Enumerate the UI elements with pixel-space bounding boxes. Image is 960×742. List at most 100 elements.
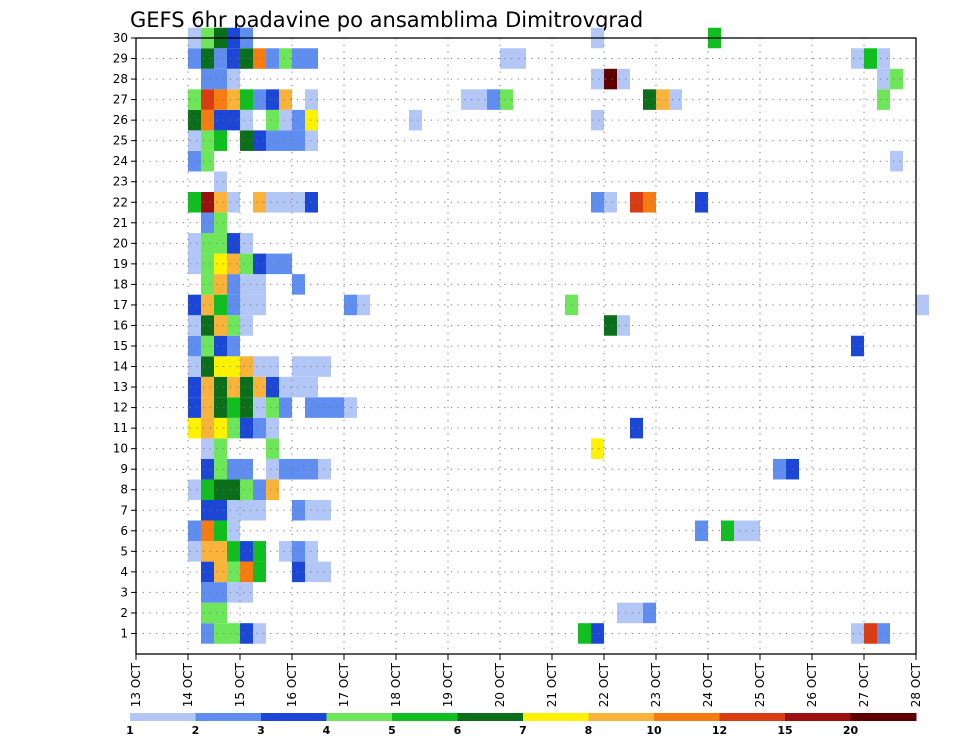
colorbar-swatch [785,713,851,721]
precip-cell-member-27 [214,89,227,110]
precip-cell-member-16 [604,315,617,336]
x-tick-label: 17 OCT [337,662,351,707]
precip-cell-member-19 [227,253,240,275]
y-tick-label: 24 [113,154,128,168]
precip-cell-member-5 [305,541,318,562]
precip-cell-member-24 [201,150,214,172]
precip-cell-member-22 [266,192,279,213]
precip-cell-member-29 [279,48,292,69]
precip-cell-member-2 [214,602,227,624]
precip-cell-member-22 [214,192,227,213]
colorbar-label: 12 [712,724,727,737]
precip-cell-member-28 [604,68,617,90]
precip-cell-member-22 [279,192,292,213]
precip-cell-member-27 [461,89,474,110]
precip-cell-member-20 [201,233,214,254]
precip-cell-member-21 [201,212,214,234]
y-tick-label: 30 [113,31,128,45]
precip-cell-member-7 [292,500,305,521]
precip-cell-member-11 [227,417,240,439]
precip-cell-member-8 [214,479,227,500]
precip-cell-member-10 [201,438,214,459]
precip-cell-member-29 [253,48,266,69]
precip-cell-member-11 [214,417,227,439]
x-tick-label: 28 OCT [909,662,923,707]
precip-cell-member-26 [188,109,201,131]
y-tick-label: 2 [120,606,128,620]
precip-cell-member-4 [240,561,253,583]
precip-cell-member-14 [240,356,253,377]
y-tick-label: 7 [120,503,128,517]
precip-cell-member-12 [201,397,214,418]
precip-cell-member-9 [292,458,305,480]
precip-cell-member-7 [214,500,227,521]
precip-cell-member-6 [227,520,240,542]
precip-cell-member-1 [253,623,266,644]
y-tick-label: 29 [113,52,128,66]
precip-cell-member-25 [240,130,253,151]
colorbar-swatch [130,713,196,721]
precip-cell-member-26 [305,109,318,131]
precip-cell-member-22 [643,192,656,213]
precip-cell-member-14 [214,356,227,377]
precip-cell-member-8 [240,479,253,500]
precip-cell-member-26 [266,109,279,131]
precip-cell-member-22 [201,192,214,213]
x-tick-label: 23 OCT [649,662,663,707]
precip-cell-member-14 [305,356,318,377]
precip-cell-member-26 [279,109,292,131]
precip-cell-member-27 [188,89,201,110]
precip-cell-member-26 [214,109,227,131]
precip-cell-member-22 [604,192,617,213]
precip-cell-member-27 [500,89,513,110]
precip-cell-member-28 [591,68,604,90]
colorbar-swatch [654,713,720,721]
precip-cell-member-19 [266,253,279,275]
colorbar-label: 6 [454,724,462,737]
y-tick-label: 23 [113,175,128,189]
x-tick-label: 22 OCT [597,662,611,707]
precip-cell-member-8 [201,479,214,500]
precip-cell-member-17 [201,294,214,316]
colorbar-swatch [588,713,655,721]
precip-cell-member-9 [279,458,292,480]
precip-cell-member-19 [240,253,253,275]
precip-cell-member-2 [630,602,643,624]
precip-cell-member-21 [214,212,227,234]
precip-cell-member-6 [201,520,214,542]
precip-cell-member-27 [201,89,214,110]
y-tick-label: 19 [113,257,128,271]
precip-cell-member-14 [188,356,201,377]
precip-cell-member-1 [578,623,591,644]
precip-cell-member-18 [292,274,305,295]
precip-cell-member-28 [877,68,890,90]
precip-cell-member-16 [617,315,630,336]
precip-cell-member-1 [591,623,604,644]
precip-cell-member-20 [188,233,201,254]
colorbar-label: 10 [646,724,662,737]
y-tick-label: 22 [113,195,128,209]
colorbar-swatch [261,713,327,721]
precip-cell-member-18 [240,274,253,295]
precip-cell-member-27 [253,89,266,110]
y-tick-label: 1 [120,626,128,640]
colorbar-swatch [326,713,393,721]
precip-cell-member-17 [916,294,929,316]
precip-cell-member-7 [227,500,240,521]
precip-cell-member-16 [240,315,253,336]
precip-cell-member-29 [877,48,890,69]
precip-cell-member-4 [201,561,214,583]
precip-cell-member-9 [786,458,799,480]
precip-cell-member-25 [292,130,305,151]
precip-cell-member-6 [214,520,227,542]
precip-cell-member-22 [695,192,708,213]
precip-cell-member-28 [617,68,630,90]
colorbar: 1 2 3 4 5 6 7 8 10 12 15 20 [126,713,917,737]
precip-cell-member-8 [266,479,279,500]
x-axis: 13 OCT 14 OCT 15 OCT 16 OCT 17 OCT 18 OCT 19 O… [129,654,923,707]
precip-cell-member-1 [851,623,864,644]
y-tick-label: 11 [113,421,128,435]
precip-cell-member-16 [201,315,214,336]
colorbar-label: 8 [585,724,593,737]
precip-cell-member-8 [227,479,240,500]
